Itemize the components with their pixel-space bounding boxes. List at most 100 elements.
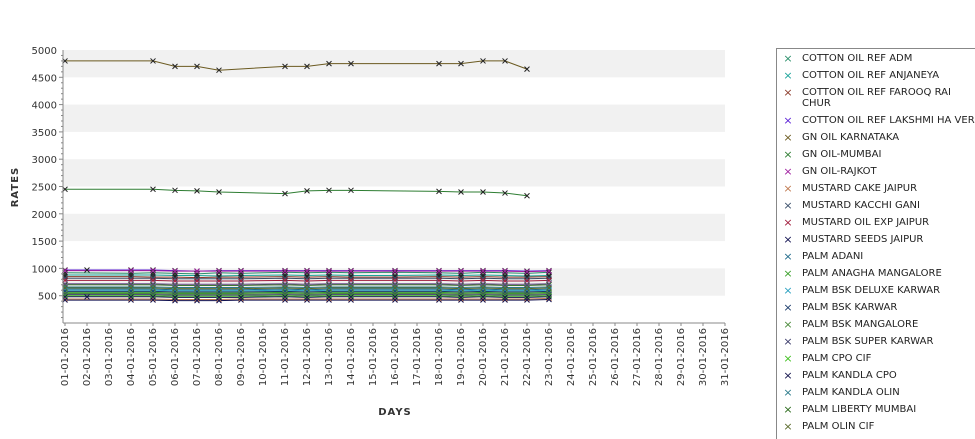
series-line <box>65 290 550 293</box>
legend-label: COTTON OIL REF ADM <box>802 53 913 64</box>
data-point <box>326 293 332 300</box>
legend-label: PALM ADANI <box>802 251 864 262</box>
x-tick-label: 05-01-2016 <box>148 328 159 386</box>
data-point <box>172 293 178 300</box>
data-point <box>128 291 134 298</box>
x-tick-label: 23-01-2016 <box>544 328 555 386</box>
legend-item: × PALM BSK SUPER KARWAR <box>777 336 975 347</box>
legend-label: GN OIL KARNATAKA <box>802 132 900 143</box>
data-point <box>502 268 508 274</box>
x-tick-label: 25-01-2016 <box>588 328 599 386</box>
y-tick-label: 3500 <box>32 128 57 139</box>
y-tick-label: 5000 <box>32 46 57 57</box>
data-point <box>502 58 508 64</box>
data-point <box>282 190 288 197</box>
series-line <box>65 277 550 280</box>
series-line <box>65 60 528 71</box>
legend-label: COTTON OIL REF LAKSHMI HA VERI <box>802 115 975 126</box>
data-point <box>84 267 90 273</box>
data-point <box>546 293 552 300</box>
data-point <box>524 192 530 199</box>
legend-item: × PALM KANDLA OLIN <box>777 387 975 398</box>
data-point <box>172 281 178 288</box>
legend-label: GN OIL-MUMBAI <box>802 149 882 160</box>
data-point <box>238 268 244 274</box>
series-line <box>65 289 550 292</box>
legend-label: PALM BSK KARWAR <box>802 302 898 313</box>
data-point <box>172 294 178 301</box>
x-tick-label: 14-01-2016 <box>346 328 357 386</box>
data-point <box>150 186 156 193</box>
data-point <box>524 285 530 292</box>
legend-marker: × <box>783 318 793 331</box>
data-point <box>502 281 508 288</box>
data-point <box>326 292 332 299</box>
data-point <box>172 292 178 299</box>
x-tick-label: 06-01-2016 <box>170 328 181 386</box>
data-point <box>150 285 156 291</box>
grid-band <box>63 104 725 132</box>
data-point <box>304 188 310 194</box>
data-point <box>194 292 200 299</box>
legend-item: × MUSTARD OIL EXP JAIPUR <box>777 217 975 228</box>
data-point <box>238 275 244 282</box>
x-tick-label: 13-01-2016 <box>324 328 335 386</box>
y-tick-label: 2000 <box>32 210 57 221</box>
x-tick-label: 17-01-2016 <box>412 328 423 386</box>
legend-label: PALM OLIN CIF <box>802 421 875 432</box>
data-point <box>348 187 354 194</box>
legend-marker: × <box>783 250 793 263</box>
legend-marker: × <box>783 352 793 365</box>
legend-item: × COTTON OIL REF FAROOQ RAI CHUR <box>777 87 975 109</box>
x-tick-label: 22-01-2016 <box>522 328 533 386</box>
y-tick-label: 500 <box>38 292 57 303</box>
data-point <box>304 281 310 288</box>
data-point <box>480 285 486 291</box>
data-point <box>524 281 530 288</box>
series-line <box>65 284 550 286</box>
legend-marker: × <box>783 420 793 433</box>
data-point <box>238 285 244 292</box>
data-point <box>524 292 530 299</box>
series-line <box>65 188 528 197</box>
legend-marker: × <box>783 148 793 161</box>
legend-item: × PALM ANAGHA MANGALORE <box>777 268 975 279</box>
legend-marker: × <box>783 216 793 229</box>
data-point <box>216 293 222 300</box>
x-tick-label: 10-01-2016 <box>258 328 269 386</box>
data-point <box>282 285 288 291</box>
data-point <box>392 291 398 298</box>
legend-label: MUSTARD CAKE JAIPUR <box>802 183 918 194</box>
data-point <box>458 292 464 299</box>
data-point <box>128 293 134 300</box>
legend-item: × PALM LIBERTY MUMBAI <box>777 404 975 415</box>
axes <box>59 50 726 326</box>
x-tick-label: 20-01-2016 <box>478 328 489 386</box>
x-tick-label: 24-01-2016 <box>566 328 577 386</box>
data-point <box>172 285 178 292</box>
x-tick-label: 03-01-2016 <box>104 328 115 386</box>
data-point <box>524 275 530 282</box>
data-point <box>172 63 178 70</box>
legend-marker: × <box>783 301 793 314</box>
data-point <box>304 63 310 70</box>
data-point <box>458 275 464 282</box>
legend-marker: × <box>783 165 793 178</box>
data-point <box>128 280 134 287</box>
series-line <box>65 274 550 277</box>
data-point <box>216 281 222 288</box>
legend-item: × COTTON OIL REF ANJANEYA <box>777 70 975 81</box>
data-point <box>326 60 332 67</box>
x-tick-label: 31-01-2016 <box>720 328 731 386</box>
legend-item: × PALM KANDLA CPO <box>777 370 975 381</box>
data-point <box>150 293 156 300</box>
data-point <box>194 281 200 288</box>
data-point <box>326 285 332 291</box>
data-point <box>150 280 156 287</box>
data-point <box>458 60 464 67</box>
data-point <box>84 293 90 300</box>
legend-marker: × <box>783 267 793 280</box>
data-point <box>392 285 398 291</box>
x-tick-label: 12-01-2016 <box>302 328 313 386</box>
data-point <box>128 292 134 299</box>
